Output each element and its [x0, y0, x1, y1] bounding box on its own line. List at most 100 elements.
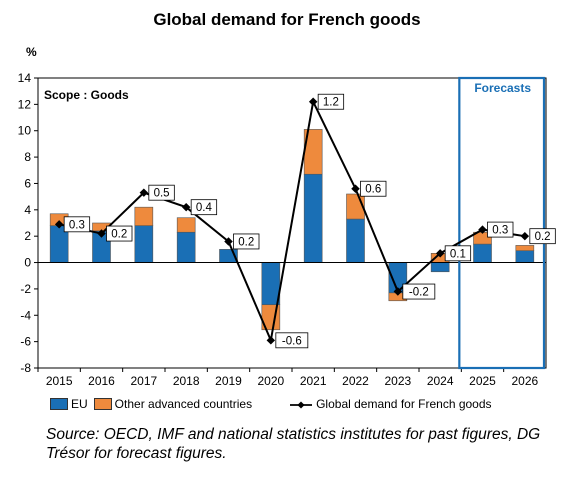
data-label-box: [275, 332, 309, 349]
chart-svg: -8 -6 -4 -2 0 2 4 6 8 10 12 14 2015 2016 2017 2018 2019 2…: [18, 71, 556, 388]
y-tick-label: 12: [18, 97, 32, 111]
y-tick-label: 10: [18, 124, 32, 138]
y-tick-label: 0: [24, 256, 31, 270]
x-tick-label: 2026: [511, 374, 538, 388]
bar-eu: [430, 262, 450, 273]
legend-line-icon: [290, 399, 313, 409]
data-label-text: 0.3: [69, 219, 85, 231]
global-demand-point: [520, 231, 530, 241]
global-demand-point: [181, 202, 191, 212]
x-tick-label: 2024: [427, 374, 454, 388]
forecast-box: [458, 76, 546, 370]
forecast-label: Forecasts: [474, 81, 531, 95]
y-tick-label: 2: [24, 229, 31, 243]
data-label-box: [529, 228, 556, 245]
y-tick-label: 8: [24, 150, 31, 164]
data-label-box: [63, 216, 91, 233]
data-label-text: -0.2: [409, 287, 429, 299]
data-label: 0.2: [233, 233, 260, 250]
x-tick-label: 2025: [469, 374, 496, 388]
data-label-text: -0.6: [282, 335, 302, 347]
data-label: 0.5: [148, 184, 175, 201]
legend-item-global-demand: Global demand for French goods: [290, 397, 492, 411]
data-label-text: 0.4: [196, 202, 213, 214]
y-tick-label: -4: [20, 308, 31, 322]
data-label-text: 0.2: [238, 236, 254, 248]
x-tick-label: 2020: [257, 374, 284, 388]
legend-label-other: Other advanced countries: [114, 397, 253, 411]
x-tick-label: 2019: [215, 374, 242, 388]
chart-title: Global demand for French goods: [153, 10, 421, 29]
y-tick-label: -8: [20, 361, 31, 375]
data-label: 0.3: [487, 221, 514, 238]
global-demand-point: [351, 184, 360, 193]
data-label: 0.2: [106, 225, 133, 242]
bar-eu: [346, 218, 365, 263]
bar-eu: [261, 262, 281, 306]
global-demand-point: [97, 229, 106, 238]
legend-swatch-other: [93, 398, 112, 410]
data-label-text: 0.2: [535, 231, 551, 243]
data-label-text: 0.5: [154, 188, 170, 200]
x-tick-label: 2023: [384, 374, 411, 388]
data-label: 0.2: [529, 228, 556, 245]
data-label-box: [402, 283, 436, 300]
legend-label-global-demand: Global demand for French goods: [316, 397, 492, 411]
data-label-box: [487, 221, 514, 238]
y-tick-label: 14: [18, 71, 32, 85]
y-tick-label: -2: [20, 282, 31, 296]
data-label: 0.6: [360, 180, 387, 197]
data-label: 1.2: [317, 93, 345, 110]
global-demand-point: [266, 336, 276, 345]
global-demand-point: [393, 287, 403, 296]
data-label-box: [148, 184, 175, 201]
chart-legend: EU Other advanced countries Global deman…: [50, 397, 492, 411]
bar-eu: [473, 243, 492, 263]
data-label-text: 0.3: [492, 225, 508, 237]
data-label-text: 0.6: [365, 184, 381, 196]
data-label-box: [360, 180, 387, 197]
bar-eu: [134, 225, 154, 263]
x-tick-label: 2016: [88, 374, 115, 388]
global-demand-line: [58, 98, 525, 344]
global-demand-point: [308, 97, 318, 106]
data-label: -0.2: [402, 283, 436, 300]
data-label-text: 0.1: [450, 248, 466, 260]
data-label-text: 1.2: [323, 97, 339, 109]
data-label-box: [106, 225, 133, 242]
data-label-box: [190, 199, 218, 216]
global-demand-point: [435, 249, 445, 258]
x-tick-label: 2018: [173, 374, 200, 388]
bar-eu: [176, 231, 196, 263]
bar-other-advanced: [515, 245, 535, 251]
bar-eu: [303, 173, 323, 263]
data-label: 0.1: [444, 245, 472, 262]
bar-eu: [515, 250, 535, 263]
data-label-text: 0.2: [111, 229, 127, 241]
y-axis-unit-label: %: [26, 45, 37, 59]
y-tick-label: -6: [20, 335, 31, 349]
global-demand-point: [224, 237, 233, 246]
scope-annotation: Scope : Goods: [44, 88, 129, 102]
y-tick-label: 6: [24, 176, 31, 190]
legend-label-eu: EU: [71, 397, 88, 411]
data-label: -0.6: [275, 332, 309, 349]
bar-other-advanced: [176, 217, 196, 233]
legend-swatch-eu: [50, 398, 68, 410]
global-demand-point: [54, 220, 64, 229]
data-label: 0.3: [63, 216, 91, 233]
legend-item-eu: EU: [50, 397, 88, 411]
global-demand-point: [139, 188, 149, 197]
source-note: Source: OECD, IMF and national statistic…: [46, 426, 541, 462]
data-label-box: [317, 93, 345, 110]
x-tick-label: 2017: [130, 374, 157, 388]
data-label-box: [233, 233, 260, 250]
x-tick-label: 2015: [46, 374, 73, 388]
data-label: 0.4: [190, 199, 218, 216]
global-demand-point: [478, 225, 487, 234]
data-label-box: [444, 245, 472, 262]
bar-other-advanced: [134, 206, 154, 226]
legend-item-other: Other advanced countries: [93, 397, 253, 411]
x-tick-label: 2022: [342, 374, 369, 388]
y-tick-label: 4: [24, 203, 31, 217]
